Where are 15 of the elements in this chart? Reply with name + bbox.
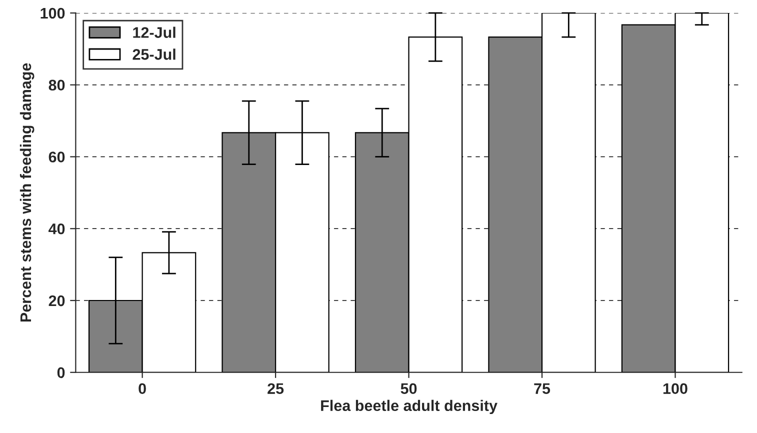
x-tick-label: 0	[138, 383, 146, 394]
y-tick-label: 80	[48, 80, 65, 91]
x-axis-title: Flea beetle adult density	[321, 400, 498, 414]
y-tick-label: 40	[48, 223, 65, 234]
x-tick-label: 100	[663, 383, 688, 394]
y-tick-label: 20	[48, 295, 65, 306]
y-tick-label: 0	[57, 367, 65, 378]
legend-label: 25-Jul	[132, 48, 176, 60]
x-tick-label: 50	[400, 383, 417, 394]
x-tick-label: 75	[534, 383, 550, 394]
x-tick-label: 25	[268, 383, 284, 394]
legend-label: 12-Jul	[133, 26, 176, 38]
y-tick-label: 60	[48, 152, 65, 162]
y-axis-title: Percent stems with feeding damage	[20, 63, 34, 322]
y-tick-label: 100	[40, 8, 65, 19]
